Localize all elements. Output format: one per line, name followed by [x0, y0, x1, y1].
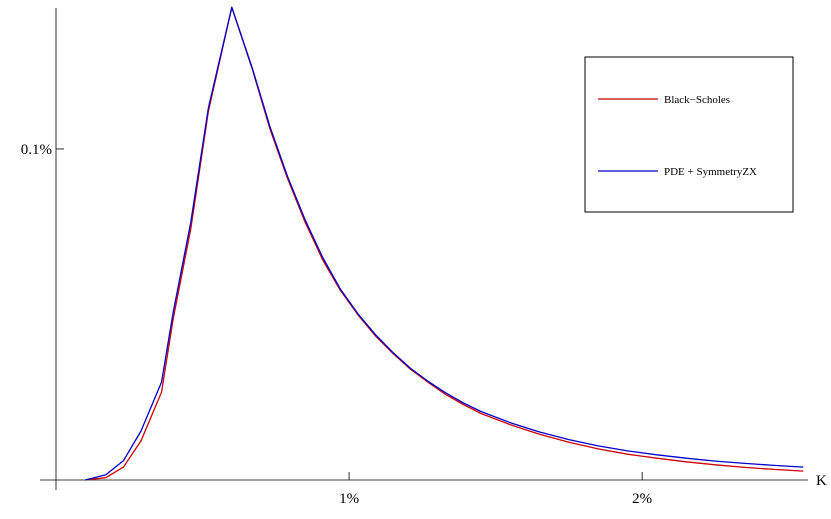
y-tick-label: 0.1%	[21, 142, 52, 158]
legend-label-black-scholes: Black−Scholes	[664, 94, 730, 106]
x-axis-label: K	[816, 473, 827, 489]
legend: Black−Scholes PDE + SymmetryZX	[584, 56, 794, 213]
y-ticks: 0.1%	[21, 142, 64, 158]
axes	[40, 8, 808, 490]
x-ticks: 1% 2%	[339, 472, 652, 507]
legend-label-pde-symmetryzx: PDE + SymmetryZX	[664, 166, 757, 178]
x-tick-label: 1%	[339, 491, 359, 507]
series-line-pde-symmetryzx	[85, 6, 804, 481]
legend-box	[584, 56, 794, 213]
x-tick-label: 2%	[632, 491, 652, 507]
series-layer	[85, 6, 804, 481]
series-line-black-scholes	[85, 6, 804, 481]
